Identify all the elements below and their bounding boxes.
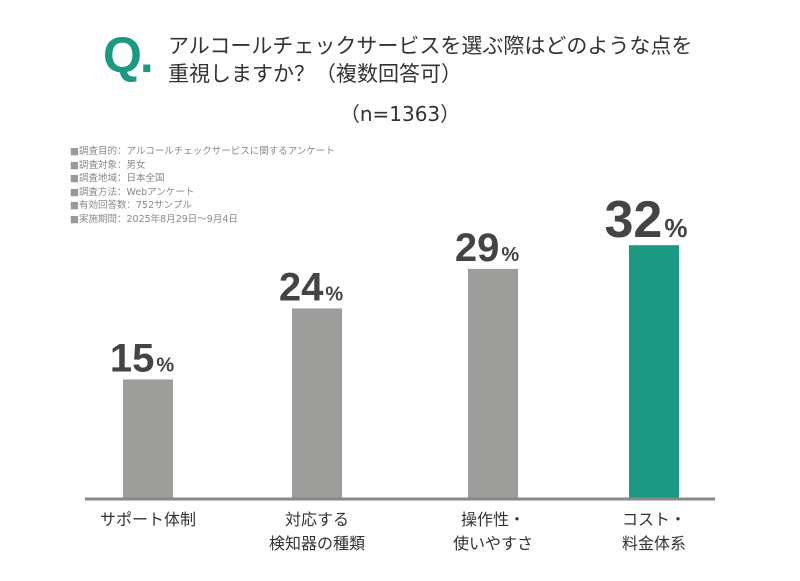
note: 調査方法：Webアンケート <box>70 186 335 200</box>
x-tick-label: コスト・ 料金体系 <box>569 508 739 556</box>
survey-notes: 調査目的：アルコールチェックサービスに関するアンケート 調査対象：男女 調査地域… <box>70 145 335 226</box>
x-tick-label: 操作性・ 使いやすさ <box>408 508 578 556</box>
x-tick-label: サポート体制 <box>63 508 233 532</box>
chart-title: アルコールチェックサービスを選ぶ際はどのような点を 重視しますか？（複数回答可） <box>168 32 692 88</box>
note: 調査対象：男女 <box>70 159 335 173</box>
data-label: 29% <box>455 226 520 270</box>
x-tick-label-line: サポート体制 <box>99 510 196 529</box>
data-label: 32% <box>605 191 688 249</box>
title-line-1: アルコールチェックサービスを選ぶ際はどのような点を <box>168 34 693 58</box>
note: 調査地域：日本全国 <box>70 172 335 186</box>
q-mark: Q. <box>103 27 154 83</box>
bar <box>468 268 518 498</box>
x-tick-label-line: 料金体系 <box>621 534 686 553</box>
x-tick-label: 対応する検知器の種類 <box>232 508 402 556</box>
bar <box>292 308 342 498</box>
x-tick-label-line: 検知器の種類 <box>268 534 365 553</box>
sample-size: （n=1363） <box>339 102 461 126</box>
x-tick-label-line: 操作性・ <box>460 510 525 529</box>
note: 調査目的：アルコールチェックサービスに関するアンケート <box>70 145 335 159</box>
note: 実施期間：2025年8月29日～9月4日 <box>70 213 335 227</box>
data-label: 24% <box>279 265 344 309</box>
bar <box>123 379 173 498</box>
x-tick-label-line: 使いやすさ <box>452 534 533 553</box>
data-label: 15% <box>110 337 175 381</box>
x-tick-label-line: コスト・ <box>621 510 686 529</box>
note: 有効回答数：752サンプル <box>70 199 335 213</box>
bar <box>629 245 679 498</box>
x-tick-label-line: 対応する <box>284 510 349 529</box>
title-line-2: 重視しますか？（複数回答可） <box>168 62 462 86</box>
